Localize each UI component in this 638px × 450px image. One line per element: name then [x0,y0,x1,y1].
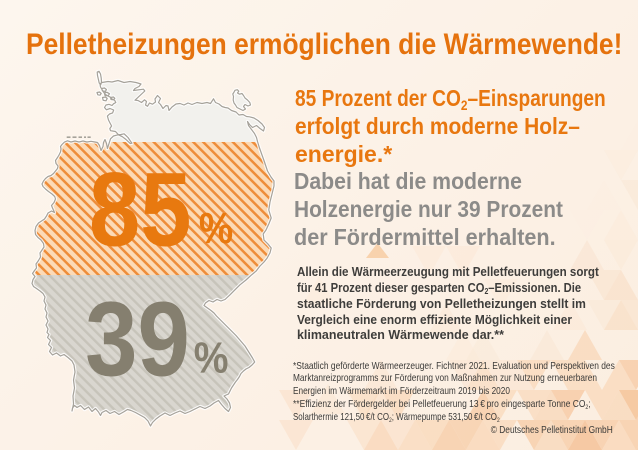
svg-text:85: 85 [89,151,191,268]
svg-text:%: % [194,333,229,383]
svg-text:39: 39 [85,280,190,398]
svg-text:%: % [199,203,233,252]
